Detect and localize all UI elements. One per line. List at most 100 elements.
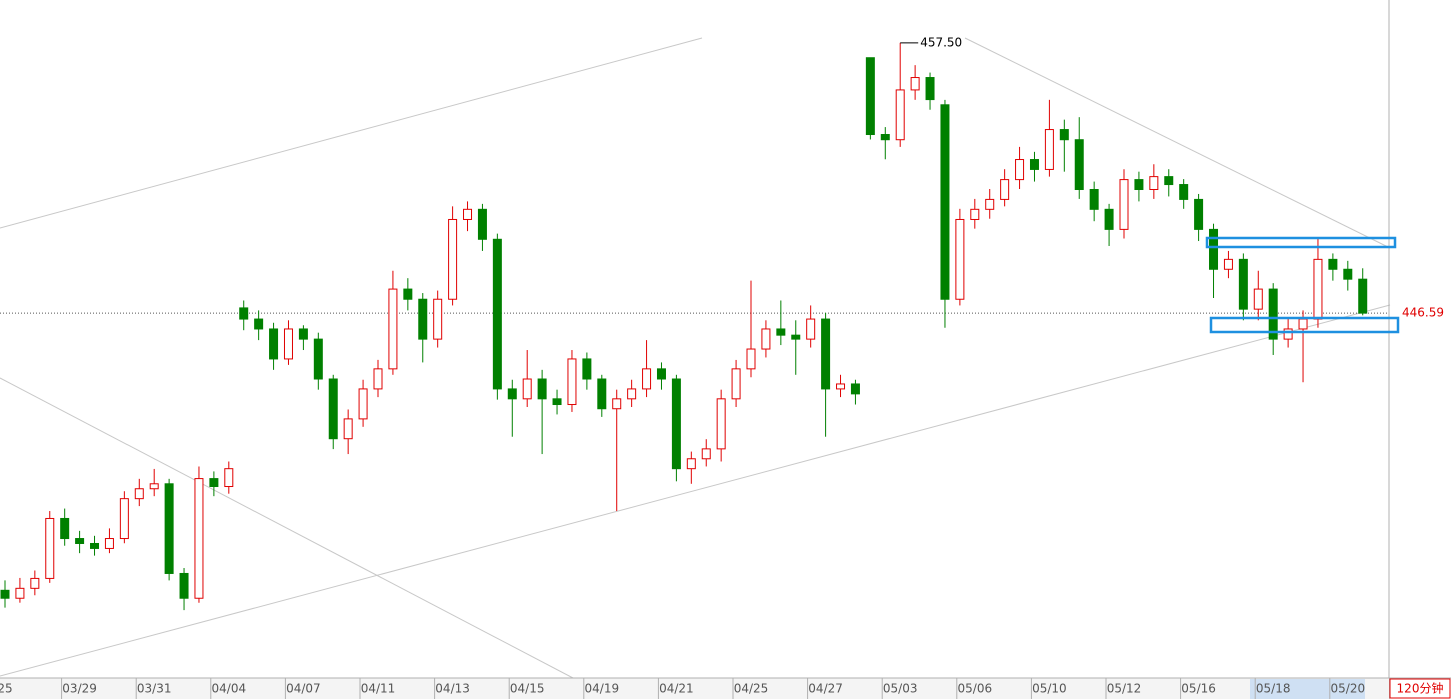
trend-line	[0, 304, 1391, 677]
candle-body	[433, 298, 443, 340]
candle-body	[15, 587, 25, 599]
candle-body	[254, 318, 264, 330]
x-tick-label: 05/12	[1107, 682, 1142, 696]
candle-body	[448, 218, 458, 300]
candle-body	[328, 378, 338, 440]
candle-body	[1134, 179, 1144, 191]
x-tick-label: 05/06	[958, 682, 993, 696]
candle-body	[90, 542, 100, 549]
candle-body	[1313, 258, 1323, 320]
x-tick-label: 05/03	[883, 682, 918, 696]
candle-body	[1268, 288, 1278, 340]
candle-body	[1194, 198, 1204, 230]
candle-body	[552, 398, 562, 406]
x-axis-band	[0, 678, 1389, 699]
candle-body	[45, 517, 55, 579]
candle-body	[806, 318, 816, 340]
candle-body	[507, 388, 517, 400]
candle-body	[283, 328, 293, 360]
x-tick-label: 04/21	[659, 682, 694, 696]
candle-body	[463, 208, 473, 220]
candle-body	[119, 498, 129, 540]
x-tick-label: 05/18	[1256, 682, 1291, 696]
candle-body	[731, 368, 741, 400]
candle-body	[537, 378, 547, 400]
peak-label: 457.50	[920, 35, 962, 49]
candle-body	[1283, 328, 1293, 340]
candle-body	[224, 468, 234, 488]
candle-body	[209, 478, 219, 488]
trend-line	[0, 37, 703, 229]
x-tick-label: 03/31	[137, 682, 172, 696]
candle-body	[1000, 179, 1010, 200]
candle-body	[836, 383, 846, 390]
candle-body	[75, 538, 85, 544]
x-tick-label: 25	[0, 682, 13, 696]
candle-body	[1059, 129, 1069, 141]
candle-body	[313, 338, 323, 380]
candle-body	[925, 77, 935, 101]
x-tick-label: 04/19	[585, 682, 620, 696]
candle-body	[716, 398, 726, 450]
candle-body	[1298, 318, 1308, 330]
candle-body	[477, 208, 487, 240]
candle-body	[388, 288, 398, 370]
x-tick-label: 05/16	[1181, 682, 1216, 696]
candle-body	[567, 358, 577, 406]
candle-body	[627, 388, 637, 400]
candle-body	[194, 478, 204, 599]
candle-body	[1343, 268, 1353, 280]
candle-body	[1044, 129, 1054, 170]
candle-body	[164, 483, 174, 574]
x-tick-label: 05/20	[1331, 682, 1366, 696]
candle-body	[1074, 139, 1084, 191]
x-tick-label: 04/11	[361, 682, 396, 696]
candle-body	[791, 334, 801, 340]
candle-body	[1253, 288, 1263, 310]
candle-body	[865, 57, 875, 136]
candle-body	[761, 328, 771, 350]
trend-line	[0, 377, 574, 679]
period-label[interactable]: 120分钟	[1397, 681, 1444, 696]
period-box[interactable]	[1389, 678, 1451, 699]
candle-body	[358, 388, 368, 420]
candle-body	[612, 398, 622, 410]
candle-body	[656, 368, 666, 380]
candle-body	[686, 458, 696, 470]
candle-body	[343, 418, 353, 440]
candle-body	[492, 238, 502, 390]
candle-body	[1089, 189, 1099, 210]
trend-line	[964, 37, 1391, 249]
candle-body	[1223, 258, 1233, 270]
x-tick-label: 04/25	[734, 682, 769, 696]
candle-body	[1149, 176, 1159, 191]
candle-body	[134, 488, 144, 500]
candle-body	[30, 577, 40, 589]
candle-body	[239, 307, 249, 320]
candle-body	[0, 589, 10, 599]
x-tick-label: 05/10	[1032, 682, 1067, 696]
candle-body	[1015, 159, 1025, 181]
x-tick-label: 03/29	[62, 682, 97, 696]
plot: 457.50	[0, 35, 1389, 611]
candle-body	[880, 134, 890, 141]
candle-body	[821, 318, 831, 390]
x-tick-label: 04/07	[286, 682, 321, 696]
candle-body	[746, 348, 756, 370]
candle-body	[597, 378, 607, 410]
x-tick-label: 04/04	[212, 682, 247, 696]
candle-body	[298, 328, 308, 340]
candle-body	[1119, 179, 1129, 230]
x-tick-label: 04/27	[808, 682, 843, 696]
x-tick-label: 04/13	[435, 682, 470, 696]
candle-body	[1209, 228, 1219, 270]
candle-body	[895, 89, 905, 141]
candle-body	[269, 328, 279, 360]
candle-body	[1029, 159, 1039, 170]
candle-body	[149, 483, 159, 490]
candle-body	[955, 218, 965, 300]
candle-body	[970, 208, 980, 220]
